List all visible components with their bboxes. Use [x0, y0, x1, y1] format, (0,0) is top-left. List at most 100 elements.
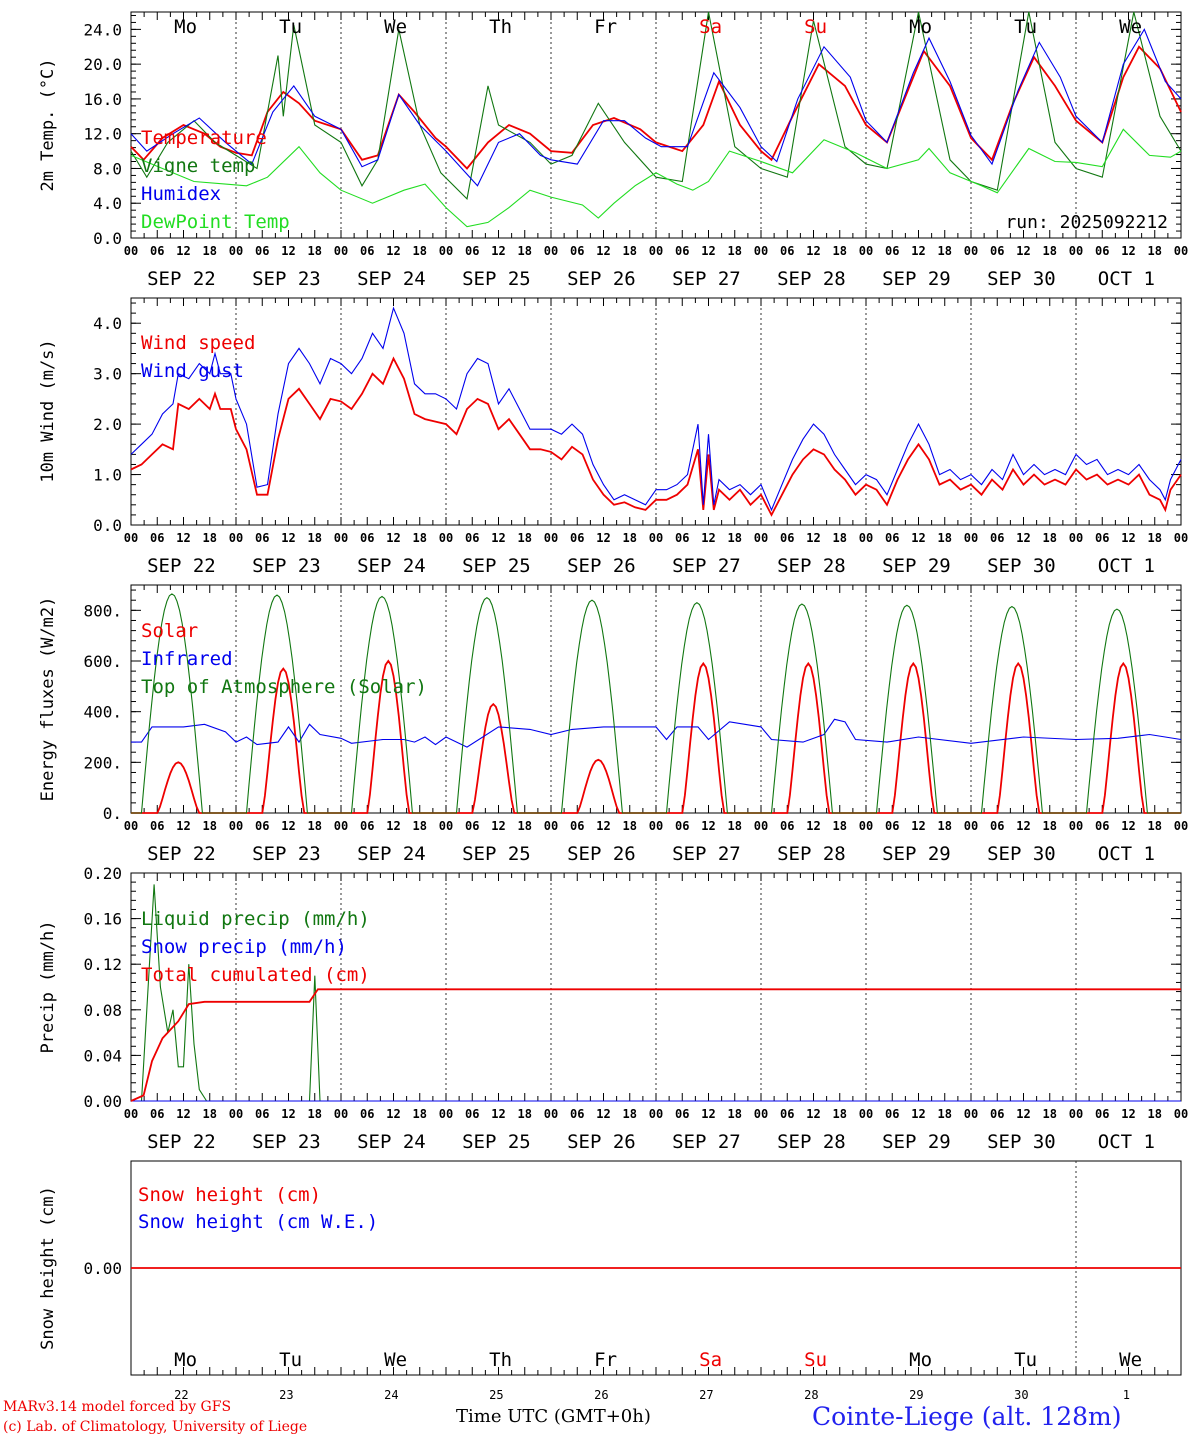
x-hour-label: 06: [465, 1107, 479, 1121]
x-hour-label: 18: [413, 244, 427, 258]
weekday-label: Tu: [1014, 16, 1037, 38]
panel-5: 0.00 Snow height (cm) Snow height (cm) Snow…: [38, 1160, 1182, 1376]
y-tick-label: 600.: [83, 652, 122, 671]
x-hour-label: 12: [176, 819, 190, 833]
weekday-label: Sa: [699, 1349, 722, 1371]
x-date-label: SEP 29: [882, 843, 951, 865]
x-hour-label: 00: [1174, 244, 1188, 258]
weekday-label: Tu: [279, 1349, 302, 1371]
x-hour-label: 00: [229, 244, 243, 258]
x-date-label: SEP 23: [252, 1131, 321, 1153]
x-axis-title: Time UTC (GMT+0h): [456, 1406, 651, 1427]
x-date-label: OCT 1: [1098, 1131, 1155, 1153]
x-date-label: OCT 1: [1098, 555, 1155, 577]
x-date-label: SEP 22: [147, 268, 216, 290]
day-number-label: 23: [279, 1388, 293, 1402]
y-tick-label: 4.0: [93, 314, 122, 333]
x-hour-label: 06: [675, 531, 689, 545]
x-hour-label: 06: [885, 819, 899, 833]
x-hour-label: 18: [938, 244, 952, 258]
weekday-label: Su: [804, 1349, 827, 1371]
x-date-label: SEP 29: [882, 1131, 951, 1153]
x-hour-label: 00: [1174, 1107, 1188, 1121]
panel-4: 0.00 0.04 0.08 0.12 0.16 0.20 Precip (mm/h) 00 0…: [38, 864, 1188, 1153]
y-tick-label: 0.0: [93, 516, 122, 535]
x-hour-label: 00: [964, 244, 978, 258]
x-hour-label: 00: [754, 531, 768, 545]
x-hour-label: 06: [465, 244, 479, 258]
x-hour-label: 00: [754, 1107, 768, 1121]
x-hour-label: 18: [413, 819, 427, 833]
y-tick-label: 24.0: [83, 20, 122, 39]
x-date-label: SEP 30: [987, 268, 1056, 290]
y-tick-label: 0.08: [83, 1001, 122, 1020]
y-tick-label: 20.0: [83, 55, 122, 74]
x-hour-label: 18: [833, 819, 847, 833]
x-hour-label: 18: [1148, 531, 1162, 545]
x-hour-label: 06: [570, 244, 584, 258]
legend-entry: Snow height (cm): [138, 1184, 321, 1206]
x-hour-label: 12: [491, 244, 505, 258]
y-tick-label: 8.0: [93, 159, 122, 178]
x-date-label: SEP 25: [462, 1131, 531, 1153]
x-hour-label: 00: [124, 1107, 138, 1121]
x-hour-label: 06: [570, 1107, 584, 1121]
series-line-total-cumulated-cm-: [130, 988, 1181, 1102]
x-hour-label: 18: [728, 244, 742, 258]
y-axis-label: Snow height (cm): [38, 1186, 58, 1350]
x-date-label: SEP 22: [147, 555, 216, 577]
x-hour-label: 12: [281, 819, 295, 833]
x-hour-label: 18: [518, 1107, 532, 1121]
x-hour-label: 18: [728, 531, 742, 545]
x-hour-label: 00: [229, 819, 243, 833]
x-date-label: SEP 26: [567, 555, 636, 577]
x-hour-label: 18: [203, 819, 217, 833]
x-hour-label: 00: [649, 1107, 663, 1121]
x-hour-label: 00: [649, 819, 663, 833]
x-hour-label: 12: [491, 531, 505, 545]
weekday-label: Mo: [174, 16, 197, 38]
legend-entry: Snow precip (mm/h): [141, 936, 347, 958]
x-hour-label: 18: [728, 819, 742, 833]
credit-line-2: (c) Lab. of Climatology, University of L…: [3, 1419, 308, 1435]
x-hour-label: 12: [1121, 531, 1135, 545]
x-hour-label: 06: [780, 531, 794, 545]
x-hour-label: 06: [360, 531, 374, 545]
x-hour-label: 18: [833, 531, 847, 545]
x-hour-label: 12: [1121, 1107, 1135, 1121]
day-number-label: 26: [594, 1388, 608, 1402]
weekday-label: Fr: [594, 16, 617, 38]
x-hour-label: 18: [518, 531, 532, 545]
x-date-label: OCT 1: [1098, 843, 1155, 865]
y-tick-label: 4.0: [93, 194, 122, 213]
x-hour-label: 00: [1069, 1107, 1083, 1121]
x-hour-label: 18: [938, 819, 952, 833]
x-hour-label: 12: [701, 244, 715, 258]
panel-1: 0.0 4.0 8.0 12.0 16.0 20.0 24.0 2m Temp. (°C) 00…: [38, 11, 1188, 290]
x-hour-label: 06: [255, 244, 269, 258]
x-hour-label: 06: [360, 244, 374, 258]
legend-entry: Vigne temp: [141, 155, 255, 177]
x-hour-label: 12: [1016, 819, 1030, 833]
x-hour-label: 00: [964, 819, 978, 833]
x-hour-label: 18: [833, 244, 847, 258]
x-hour-label: 12: [596, 244, 610, 258]
y-tick-label: 0.04: [83, 1046, 122, 1065]
x-hour-label: 18: [623, 1107, 637, 1121]
x-date-label: OCT 1: [1098, 268, 1155, 290]
x-hour-label: 06: [1095, 819, 1109, 833]
x-hour-label: 00: [439, 1107, 453, 1121]
x-hour-label: 00: [754, 244, 768, 258]
x-hour-label: 06: [780, 819, 794, 833]
x-hour-label: 18: [203, 244, 217, 258]
x-hour-label: 18: [413, 531, 427, 545]
series-line-liquid-precip-mm-h-: [131, 884, 1181, 1102]
x-hour-label: 12: [386, 531, 400, 545]
series-line-wind-gust: [130, 306, 1182, 512]
plot-frame: [130, 584, 1182, 814]
legend-entry: Top of Atmosphere (Solar): [141, 676, 427, 698]
x-hour-label: 06: [255, 819, 269, 833]
series-line-top-of-atmosphere-solar-: [131, 593, 1181, 814]
x-hour-label: 06: [675, 1107, 689, 1121]
x-hour-label: 00: [964, 1107, 978, 1121]
